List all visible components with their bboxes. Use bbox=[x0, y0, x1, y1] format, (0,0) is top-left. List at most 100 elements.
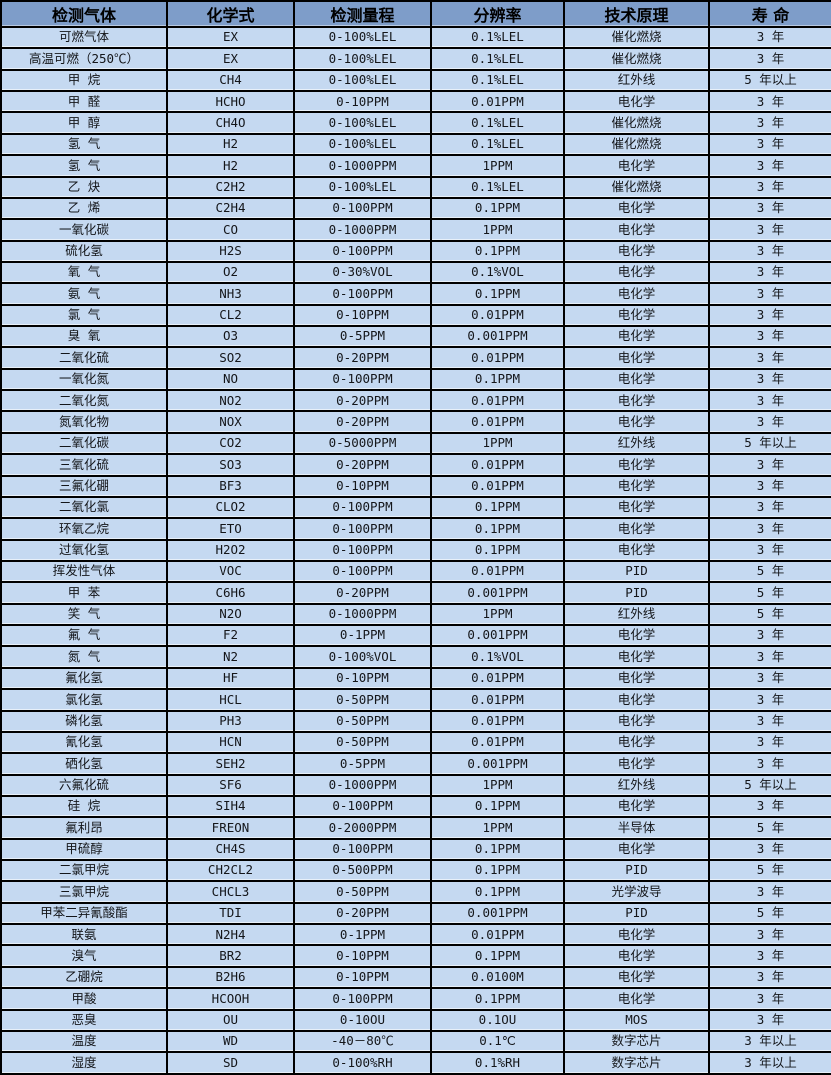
cell-technology-principle: 数字芯片 bbox=[563, 1029, 710, 1054]
cell-gas-name: 笑 气 bbox=[0, 602, 168, 627]
cell-gas-name: 氮 气 bbox=[0, 645, 168, 669]
cell-resolution: 0.1PPM bbox=[430, 858, 565, 883]
cell-technology-principle: 电化学 bbox=[563, 154, 710, 178]
cell-gas-name: 乙 烯 bbox=[0, 196, 168, 221]
table-row: 可燃气体 EX 0-100%LEL 0.1%LEL 催化燃烧 3 年 bbox=[0, 25, 831, 50]
cell-detection-range: 0-100%RH bbox=[293, 1051, 432, 1075]
cell-gas-name: 二氧化氮 bbox=[0, 389, 168, 413]
cell-resolution: 1PPM bbox=[430, 816, 565, 840]
cell-technology-principle: 电化学 bbox=[563, 923, 710, 947]
cell-chemical-formula: BR2 bbox=[166, 944, 295, 968]
cell-gas-name: 氟利昂 bbox=[0, 816, 168, 840]
cell-lifespan: 3 年 bbox=[708, 389, 831, 413]
cell-chemical-formula: O3 bbox=[166, 325, 295, 349]
cell-technology-principle: 电化学 bbox=[563, 325, 710, 349]
cell-gas-name: 联氨 bbox=[0, 923, 168, 947]
cell-gas-name: 甲 苯 bbox=[0, 581, 168, 605]
cell-chemical-formula: HCHO bbox=[166, 90, 295, 114]
cell-technology-principle: 电化学 bbox=[563, 474, 710, 498]
cell-chemical-formula: H2 bbox=[166, 132, 295, 157]
cell-gas-name: 氟化氢 bbox=[0, 666, 168, 691]
column-header-lifespan: 寿 命 bbox=[708, 0, 831, 28]
cell-lifespan: 5 年 bbox=[708, 858, 831, 883]
cell-gas-name: 甲苯二异氰酸酯 bbox=[0, 901, 168, 926]
cell-lifespan: 3 年 bbox=[708, 25, 831, 50]
cell-lifespan: 3 年 bbox=[708, 965, 831, 990]
cell-chemical-formula: SIH4 bbox=[166, 794, 295, 819]
cell-gas-name: 氢 气 bbox=[0, 132, 168, 157]
cell-detection-range: 0-100PPM bbox=[293, 837, 432, 862]
cell-resolution: 0.0100M bbox=[430, 965, 565, 990]
cell-resolution: 0.1PPM bbox=[430, 538, 565, 563]
cell-resolution: 0.1PPM bbox=[430, 794, 565, 819]
cell-lifespan: 5 年 bbox=[708, 901, 831, 926]
cell-technology-principle: 电化学 bbox=[563, 944, 710, 968]
cell-technology-principle: 光学波导 bbox=[563, 880, 710, 904]
cell-detection-range: 0-100PPM bbox=[293, 282, 432, 306]
cell-gas-name: 可燃气体 bbox=[0, 25, 168, 50]
cell-detection-range: 0-50PPM bbox=[293, 709, 432, 733]
table-row: 乙 炔 C2H2 0-100%LEL 0.1%LEL 催化燃烧 3 年 bbox=[0, 175, 831, 199]
table-row: 二氧化氮 NO2 0-20PPM 0.01PPM 电化学 3 年 bbox=[0, 389, 831, 413]
cell-gas-name: 过氧化氢 bbox=[0, 538, 168, 563]
cell-technology-principle: 电化学 bbox=[563, 837, 710, 862]
cell-technology-principle: 电化学 bbox=[563, 367, 710, 392]
cell-lifespan: 3 年 bbox=[708, 987, 831, 1011]
cell-chemical-formula: WD bbox=[166, 1029, 295, 1054]
cell-lifespan: 3 年以上 bbox=[708, 1029, 831, 1054]
cell-resolution: 0.1OU bbox=[430, 1008, 565, 1032]
table-row: 磷化氢 PH3 0-50PPM 0.01PPM 电化学 3 年 bbox=[0, 709, 831, 733]
cell-chemical-formula: SO2 bbox=[166, 346, 295, 370]
cell-gas-name: 二氧化氯 bbox=[0, 495, 168, 520]
cell-gas-name: 甲 醇 bbox=[0, 111, 168, 135]
cell-detection-range: 0-1PPM bbox=[293, 624, 432, 648]
table-row: 二氧化氯 CLO2 0-100PPM 0.1PPM 电化学 3 年 bbox=[0, 495, 831, 520]
cell-detection-range: 0-2000PPM bbox=[293, 816, 432, 840]
cell-gas-name: 氯 气 bbox=[0, 303, 168, 328]
cell-gas-name: 氧 气 bbox=[0, 260, 168, 285]
cell-lifespan: 3 年 bbox=[708, 410, 831, 434]
cell-chemical-formula: NH3 bbox=[166, 282, 295, 306]
cell-detection-range: 0-10PPM bbox=[293, 474, 432, 498]
column-header-detection-range: 检测量程 bbox=[293, 0, 432, 28]
table-row: 联氨 N2H4 0-1PPM 0.01PPM 电化学 3 年 bbox=[0, 923, 831, 947]
cell-detection-range: 0-1000PPM bbox=[293, 773, 432, 797]
cell-gas-name: 硫化氢 bbox=[0, 239, 168, 263]
cell-chemical-formula: N2H4 bbox=[166, 923, 295, 947]
table-row: 三氧化硫 SO3 0-20PPM 0.01PPM 电化学 3 年 bbox=[0, 453, 831, 477]
cell-chemical-formula: CH4S bbox=[166, 837, 295, 862]
table-row: 氯化氢 HCL 0-50PPM 0.01PPM 电化学 3 年 bbox=[0, 688, 831, 712]
cell-resolution: 0.1PPM bbox=[430, 880, 565, 904]
cell-resolution: 0.01PPM bbox=[430, 474, 565, 498]
cell-technology-principle: 电化学 bbox=[563, 666, 710, 691]
cell-chemical-formula: CH4 bbox=[166, 68, 295, 93]
table-row: 氮 气 N2 0-100%VOL 0.1%VOL 电化学 3 年 bbox=[0, 645, 831, 669]
cell-gas-name: 高温可燃（250℃） bbox=[0, 47, 168, 71]
table-row: 氟利昂 FREON 0-2000PPM 1PPM 半导体 5 年 bbox=[0, 816, 831, 840]
cell-chemical-formula: C6H6 bbox=[166, 581, 295, 605]
cell-detection-range: 0-100PPM bbox=[293, 196, 432, 221]
cell-lifespan: 3 年 bbox=[708, 624, 831, 648]
cell-resolution: 0.1%LEL bbox=[430, 68, 565, 93]
cell-lifespan: 3 年 bbox=[708, 709, 831, 733]
cell-detection-range: 0-5PPM bbox=[293, 752, 432, 776]
cell-detection-range: 0-10PPM bbox=[293, 90, 432, 114]
cell-detection-range: 0-100%LEL bbox=[293, 111, 432, 135]
cell-technology-principle: 电化学 bbox=[563, 196, 710, 221]
cell-resolution: 0.1PPM bbox=[430, 239, 565, 263]
cell-resolution: 0.1℃ bbox=[430, 1029, 565, 1054]
cell-chemical-formula: N2 bbox=[166, 645, 295, 669]
cell-technology-principle: 红外线 bbox=[563, 431, 710, 456]
cell-lifespan: 3 年 bbox=[708, 346, 831, 370]
cell-technology-principle: 电化学 bbox=[563, 453, 710, 477]
cell-chemical-formula: HF bbox=[166, 666, 295, 691]
cell-resolution: 0.01PPM bbox=[430, 709, 565, 733]
cell-technology-principle: 电化学 bbox=[563, 346, 710, 370]
cell-gas-name: 甲酸 bbox=[0, 987, 168, 1011]
cell-lifespan: 3 年 bbox=[708, 239, 831, 263]
cell-resolution: 0.01PPM bbox=[430, 730, 565, 755]
cell-lifespan: 3 年 bbox=[708, 175, 831, 199]
cell-detection-range: 0-5000PPM bbox=[293, 431, 432, 456]
cell-technology-principle: 电化学 bbox=[563, 389, 710, 413]
cell-detection-range: 0-100PPM bbox=[293, 794, 432, 819]
